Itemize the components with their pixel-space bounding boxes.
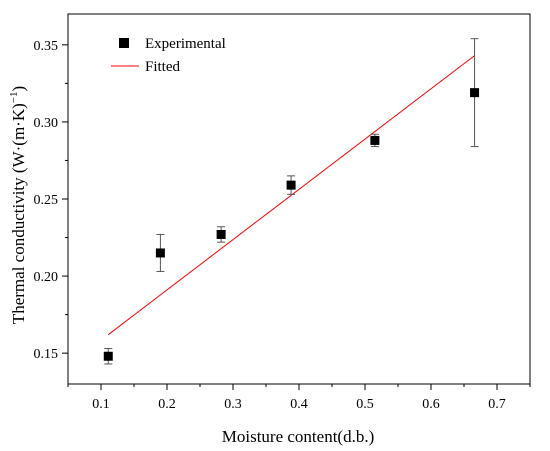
y-tick-label: 0.25 <box>34 193 59 208</box>
legend-experimental-label: Experimental <box>145 36 226 52</box>
data-point <box>470 88 480 98</box>
y-axis-label: Thermal conductivity (W·(m·K)−1) <box>8 86 28 324</box>
plot-frame <box>67 13 531 385</box>
fitted-line <box>107 55 475 336</box>
fitted-series <box>107 55 475 336</box>
data-point <box>155 248 165 258</box>
legend-fitted-label: Fitted <box>145 59 181 75</box>
legend-experimental-marker <box>119 38 129 48</box>
x-tick-label: 0.1 <box>92 397 110 412</box>
y-tick-label: 0.35 <box>34 39 59 54</box>
data-point <box>370 135 380 145</box>
x-tick-label: 0.6 <box>422 397 440 412</box>
experimental-series <box>103 38 480 365</box>
x-tick-label: 0.3 <box>224 397 242 412</box>
x-tick-label: 0.7 <box>488 397 506 412</box>
plot-border <box>67 13 531 385</box>
y-axis-label-superscript: −1 <box>8 92 20 104</box>
x-tick-label: 0.2 <box>158 397 176 412</box>
y-axis-label-main: Thermal conductivity (W·(m·K) <box>9 103 28 324</box>
x-axis-label: Moisture content(d.b.) <box>222 427 375 446</box>
data-point <box>286 180 296 190</box>
x-axis-ticks: 0.1 0.2 0.3 0.4 0.5 0.6 0.7 <box>67 384 531 412</box>
y-tick-label: 0.20 <box>34 270 59 285</box>
x-tick-label: 0.4 <box>290 397 308 412</box>
y-axis-label-close: ) <box>9 86 28 92</box>
x-tick-label: 0.5 <box>356 397 374 412</box>
data-point <box>216 229 226 239</box>
data-point <box>103 351 113 361</box>
legend: Experimental Fitted <box>111 36 226 75</box>
y-tick-label: 0.30 <box>34 116 59 131</box>
y-axis-ticks: 0.15 0.20 0.25 0.30 0.35 <box>34 39 68 362</box>
y-tick-label: 0.15 <box>34 347 59 362</box>
